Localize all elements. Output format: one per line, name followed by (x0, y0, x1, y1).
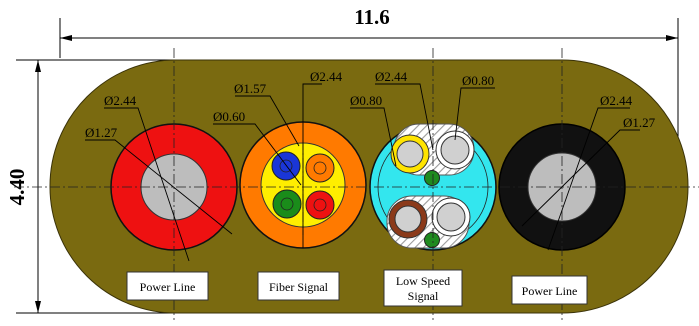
power-left-conductor-diameter: Ø1.27 (85, 125, 118, 140)
fiber-core-diameter: Ø0.60 (213, 109, 245, 124)
label-power-line-left: Power Line (126, 271, 209, 301)
label-low-speed-signal: Low Speed Signal (383, 269, 463, 307)
fiber-core-orange (305, 153, 335, 183)
low-speed-pair-gray-bottom (431, 197, 471, 237)
height-dimension: 4.40 (5, 59, 176, 314)
low-speed-pair-yellow (390, 134, 430, 174)
low-speed-pair-diameter-right: Ø0.80 (462, 73, 494, 88)
low-speed-drain-green-top (424, 170, 440, 186)
power-right-conductor-diameter: Ø1.27 (623, 115, 656, 130)
fiber-unit-diameter: Ø1.57 (234, 81, 267, 96)
svg-text:Power Line: Power Line (522, 284, 578, 298)
low-speed-drain-green-bottom (424, 232, 440, 248)
low-speed-pair-gray-top (435, 130, 475, 170)
fiber-core-green (272, 189, 302, 219)
label-power-line-right: Power Line (511, 275, 588, 305)
fiber-core-red (305, 190, 335, 220)
width-dimension: 11.6 (59, 5, 679, 145)
low-speed-outer-diameter: Ø2.44 (375, 69, 408, 84)
svg-text:Fiber Signal: Fiber Signal (269, 280, 329, 294)
low-speed-pair-brown (388, 199, 428, 239)
label-fiber-signal: Fiber Signal (257, 271, 340, 301)
dimension-leaders (85, 83, 640, 262)
svg-text:Low Speed: Low Speed (396, 274, 450, 288)
fiber-core-blue (271, 151, 301, 181)
fiber-outer-diameter: Ø2.44 (310, 69, 343, 84)
low-speed-pair-diameter-left: Ø0.80 (350, 93, 382, 108)
cable-jacket (49, 59, 689, 314)
power-left-outer-diameter: Ø2.44 (104, 93, 137, 108)
svg-text:Power Line: Power Line (140, 280, 196, 294)
power-right-outer-diameter: Ø2.44 (600, 93, 633, 108)
svg-text:Signal: Signal (408, 289, 439, 303)
width-dimension-label: 11.6 (354, 5, 390, 29)
